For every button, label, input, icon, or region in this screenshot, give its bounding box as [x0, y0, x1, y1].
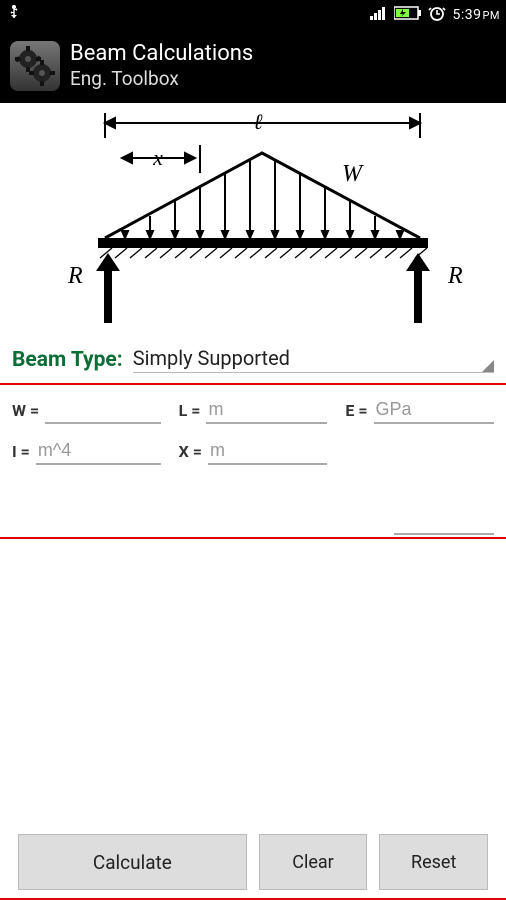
w-label: W = [12, 401, 39, 420]
reset-button[interactable]: Reset [379, 834, 488, 890]
signal-icon [370, 6, 388, 24]
x-label: X = [179, 442, 202, 461]
l-input[interactable] [206, 397, 327, 424]
e-label: E = [345, 401, 367, 420]
svg-text:x: x [152, 145, 163, 170]
beam-type-spinner[interactable]: Simply Supported [133, 346, 494, 373]
i-input[interactable] [36, 438, 161, 465]
app-subtitle: Eng. Toolbox [70, 68, 253, 91]
app-icon [10, 41, 60, 91]
beam-type-row: Beam Type: Simply Supported [0, 338, 506, 377]
status-time: 5:39PM [452, 7, 500, 23]
battery-icon [394, 6, 422, 24]
clear-button[interactable]: Clear [259, 834, 368, 890]
status-bar: 5:39PM [0, 0, 506, 29]
beam-type-label: Beam Type: [12, 348, 123, 372]
svg-text:ℓ: ℓ [253, 109, 263, 134]
result-underline [394, 533, 494, 535]
inputs-area: W = L = E = I = X = Z [0, 385, 506, 479]
svg-text:R: R [67, 263, 83, 289]
calculate-button[interactable]: Calculate [18, 834, 247, 890]
buttons-row: Calculate Clear Reset [0, 834, 506, 898]
usb-icon [6, 4, 22, 26]
app-title: Beam Calculations [70, 41, 253, 67]
midsection [0, 479, 506, 537]
e-input[interactable] [374, 397, 495, 424]
alarm-icon [428, 5, 446, 25]
beam-diagram: ℓ x W [0, 103, 506, 338]
app-header: Beam Calculations Eng. Toolbox [0, 29, 506, 103]
svg-text:R: R [447, 263, 463, 289]
dropdown-icon [482, 360, 494, 372]
svg-text:W: W [342, 161, 364, 187]
i-label: I = [12, 442, 30, 461]
w-input[interactable] [45, 397, 161, 424]
l-label: L = [179, 401, 201, 420]
x-input[interactable] [208, 438, 327, 465]
beam-type-value: Simply Supported [133, 346, 290, 370]
